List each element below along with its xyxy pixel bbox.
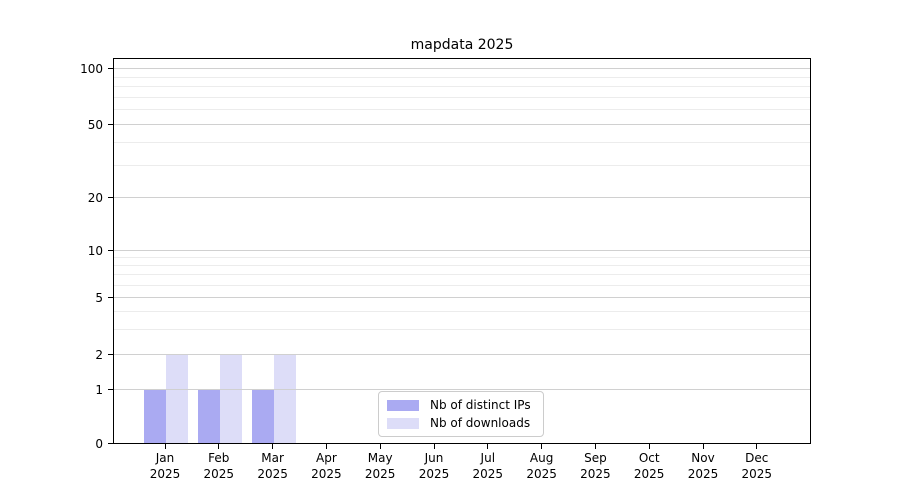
gridline-major-10 <box>114 250 810 251</box>
legend-label-downloads: Nb of downloads <box>430 416 531 430</box>
x-tick-label-oct: Oct 2025 <box>633 451 665 481</box>
x-tick-label-nov: Nov 2025 <box>687 451 719 481</box>
gridline-minor-40 <box>114 141 810 143</box>
chart-title: mapdata 2025 <box>410 37 514 53</box>
bar-distinct-ips-feb <box>197 388 220 443</box>
bar-downloads-feb <box>219 353 242 443</box>
x-tick-mark-jan <box>164 444 166 449</box>
x-tick-mark-apr <box>325 444 328 449</box>
x-tick-mark-jul <box>487 444 489 449</box>
x-tick-label-may: May 2025 <box>364 451 396 481</box>
bar-downloads-mar <box>273 353 296 443</box>
y-tick-mark-0 <box>108 443 113 445</box>
x-tick-label-jan: Jan 2025 <box>149 451 181 481</box>
gridline-minor-8 <box>114 265 810 267</box>
gridline-major-2 <box>114 353 810 355</box>
gridline-minor-80 <box>114 86 810 88</box>
x-tick-label-apr: Apr 2025 <box>311 451 342 481</box>
gridline-minor-90 <box>114 76 810 78</box>
gridline-minor-6 <box>114 284 810 286</box>
y-tick-mark-100 <box>108 68 113 70</box>
y-tick-mark-1 <box>108 388 113 391</box>
legend-swatch-distinct-ips <box>387 399 419 411</box>
x-tick-mark-dec <box>756 444 758 449</box>
bar-downloads-jan <box>166 353 188 443</box>
legend-swatch-downloads <box>387 417 419 429</box>
legend-item-distinct-ips: Nb of distinct IPs <box>387 398 535 412</box>
bar-distinct-ips-jan <box>144 388 166 443</box>
gridline-minor-3 <box>114 328 810 330</box>
plot-area: Nb of distinct IPs Nb of downloads <box>113 58 811 444</box>
gridline-major-5 <box>114 297 810 298</box>
y-tick-label-10: 10 <box>87 244 103 258</box>
x-tick-label-feb: Feb 2025 <box>203 451 235 481</box>
gridline-major-20 <box>114 197 810 198</box>
y-tick-mark-50 <box>108 124 113 126</box>
y-tick-label-0: 0 <box>95 437 103 451</box>
x-tick-mark-mar <box>272 444 274 449</box>
legend-label-distinct-ips: Nb of distinct IPs <box>430 398 531 412</box>
gridline-minor-9 <box>114 257 810 259</box>
y-tick-label-50: 50 <box>87 118 103 132</box>
y-tick-mark-5 <box>108 297 113 299</box>
gridline-major-1 <box>114 388 810 390</box>
x-tick-mark-aug <box>541 444 543 449</box>
x-tick-mark-jun <box>433 444 435 449</box>
y-tick-label-5: 5 <box>95 291 103 305</box>
gridline-minor-30 <box>114 164 810 166</box>
x-tick-label-sep: Sep 2025 <box>580 451 611 481</box>
gridline-minor-4 <box>114 310 810 312</box>
x-tick-mark-nov <box>702 444 704 449</box>
bar-distinct-ips-mar <box>251 388 274 443</box>
gridline-minor-60 <box>114 109 810 111</box>
y-tick-mark-10 <box>108 250 113 252</box>
y-tick-mark-2 <box>108 353 113 356</box>
gridline-major-100 <box>114 68 810 69</box>
x-tick-mark-oct <box>648 444 650 449</box>
y-tick-label-100: 100 <box>80 62 103 76</box>
x-tick-label-jun: Jun 2025 <box>418 451 450 481</box>
chart-legend: Nb of distinct IPs Nb of downloads <box>378 391 544 437</box>
x-tick-mark-sep <box>594 444 597 449</box>
x-tick-label-dec: Dec 2025 <box>741 451 773 481</box>
gridline-minor-7 <box>114 274 810 276</box>
x-tick-label-mar: Mar 2025 <box>257 451 288 481</box>
x-tick-mark-feb <box>218 444 220 449</box>
x-tick-mark-may <box>379 444 381 449</box>
y-tick-label-1: 1 <box>95 382 103 397</box>
y-tick-mark-20 <box>108 197 113 199</box>
legend-item-downloads: Nb of downloads <box>387 416 535 430</box>
x-tick-label-aug: Aug 2025 <box>526 451 557 481</box>
gridline-major-50 <box>114 124 810 125</box>
y-tick-label-2: 2 <box>95 347 103 362</box>
y-tick-label-20: 20 <box>87 191 103 205</box>
gridline-minor-70 <box>114 96 810 98</box>
x-tick-label-jul: Jul 2025 <box>472 451 504 481</box>
